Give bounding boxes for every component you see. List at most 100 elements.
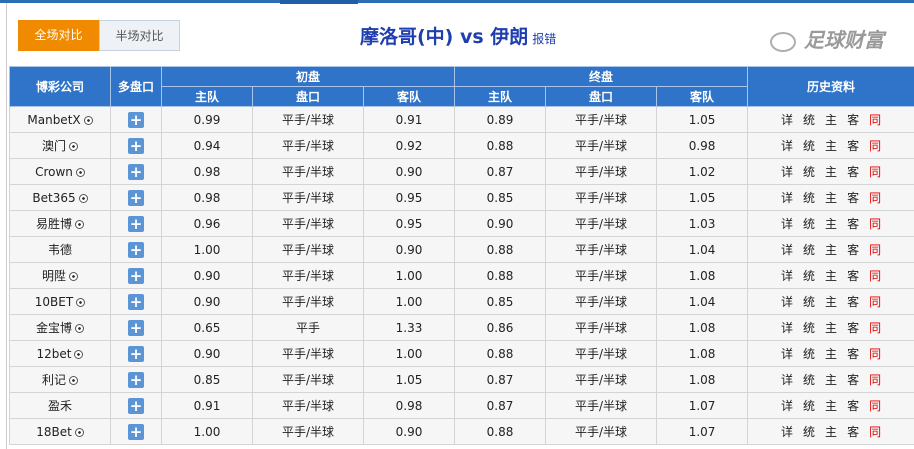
history-home-link[interactable]: 主 xyxy=(825,139,838,153)
history-detail-link[interactable]: 详 xyxy=(781,321,794,335)
history-away-link[interactable]: 客 xyxy=(847,165,860,179)
history-away-link[interactable]: 客 xyxy=(847,347,860,361)
expand-plus-icon[interactable]: + xyxy=(128,292,144,311)
history-away-link[interactable]: 客 xyxy=(847,321,860,335)
history-same-link[interactable]: 同 xyxy=(869,399,882,413)
history-same-link[interactable]: 同 xyxy=(869,373,882,387)
history-away-link[interactable]: 客 xyxy=(847,139,860,153)
history-detail-link[interactable]: 详 xyxy=(781,269,794,283)
history-away-link[interactable]: 客 xyxy=(847,373,860,387)
history-detail-link[interactable]: 详 xyxy=(781,165,794,179)
history-stats-link[interactable]: 统 xyxy=(803,425,816,439)
history-home-link[interactable]: 主 xyxy=(825,399,838,413)
history-same-link[interactable]: 同 xyxy=(869,347,882,361)
history-stats-link[interactable]: 统 xyxy=(803,217,816,231)
expand-plus-icon[interactable]: + xyxy=(128,370,144,389)
history-same-link[interactable]: 同 xyxy=(869,165,882,179)
history-home-link[interactable]: 主 xyxy=(825,113,838,127)
expand-plus-icon[interactable]: + xyxy=(128,240,144,259)
history-home-link[interactable]: 主 xyxy=(825,165,838,179)
history-stats-link[interactable]: 统 xyxy=(803,295,816,309)
history-same-link[interactable]: 同 xyxy=(869,113,882,127)
company-name[interactable]: 12bet xyxy=(36,346,72,361)
half-match-tab[interactable]: 半场对比 xyxy=(99,20,180,51)
history-away-link[interactable]: 客 xyxy=(847,425,860,439)
history-stats-link[interactable]: 统 xyxy=(803,399,816,413)
history-same-link[interactable]: 同 xyxy=(869,217,882,231)
history-home-link[interactable]: 主 xyxy=(825,243,838,257)
company-name[interactable]: 18Bet xyxy=(36,424,72,439)
history-detail-link[interactable]: 详 xyxy=(781,295,794,309)
company-name[interactable]: Bet365 xyxy=(32,190,76,205)
company-name[interactable]: 10BET xyxy=(34,294,74,309)
history-stats-link[interactable]: 统 xyxy=(803,113,816,127)
history-home-link[interactable]: 主 xyxy=(825,321,838,335)
history-same-link[interactable]: 同 xyxy=(869,321,882,335)
history-stats-link[interactable]: 统 xyxy=(803,165,816,179)
final-line-odds: 平手/半球 xyxy=(545,366,658,393)
history-detail-link[interactable]: 详 xyxy=(781,243,794,257)
history-same-link[interactable]: 同 xyxy=(869,243,882,257)
history-stats-link[interactable]: 统 xyxy=(803,373,816,387)
history-detail-link[interactable]: 详 xyxy=(781,347,794,361)
history-detail-link[interactable]: 详 xyxy=(781,399,794,413)
history-same-link[interactable]: 同 xyxy=(869,295,882,309)
history-same-link[interactable]: 同 xyxy=(869,269,882,283)
company-name[interactable]: ManbetX xyxy=(27,112,81,127)
history-home-link[interactable]: 主 xyxy=(825,425,838,439)
expand-plus-icon[interactable]: + xyxy=(128,136,144,155)
history-same-link[interactable]: 同 xyxy=(869,191,882,205)
history-detail-link[interactable]: 详 xyxy=(781,425,794,439)
history-stats-link[interactable]: 统 xyxy=(803,243,816,257)
expand-plus-icon[interactable]: + xyxy=(128,422,144,441)
company-name[interactable]: 利记 xyxy=(41,373,66,387)
history-away-link[interactable]: 客 xyxy=(847,269,860,283)
history-stats-link[interactable]: 统 xyxy=(803,347,816,361)
top-tab-active[interactable] xyxy=(280,0,358,4)
history-stats-link[interactable]: 统 xyxy=(803,269,816,283)
history-away-link[interactable]: 客 xyxy=(847,399,860,413)
final-home-odds: 0.90 xyxy=(454,210,547,237)
expand-plus-icon[interactable]: + xyxy=(128,110,144,129)
history-home-link[interactable]: 主 xyxy=(825,295,838,309)
expand-plus-icon[interactable]: + xyxy=(128,188,144,207)
history-same-link[interactable]: 同 xyxy=(869,139,882,153)
company-name[interactable]: Crown xyxy=(35,164,73,179)
history-home-link[interactable]: 主 xyxy=(825,269,838,283)
company-name[interactable]: 韦德 xyxy=(47,243,72,257)
expand-plus-icon[interactable]: + xyxy=(128,214,144,233)
full-match-tab[interactable]: 全场对比 xyxy=(18,20,99,51)
company-name[interactable]: 易胜博 xyxy=(35,217,72,231)
history-stats-link[interactable]: 统 xyxy=(803,191,816,205)
history-home-link[interactable]: 主 xyxy=(825,217,838,231)
company-name[interactable]: 澳门 xyxy=(41,139,66,153)
history-away-link[interactable]: 客 xyxy=(847,295,860,309)
history-home-link[interactable]: 主 xyxy=(825,373,838,387)
company-name[interactable]: 盈禾 xyxy=(47,399,72,413)
expand-plus-icon[interactable]: + xyxy=(128,344,144,363)
expand-plus-icon[interactable]: + xyxy=(128,318,144,337)
history-away-link[interactable]: 客 xyxy=(847,191,860,205)
history-away-link[interactable]: 客 xyxy=(847,243,860,257)
expand-plus-icon[interactable]: + xyxy=(128,266,144,285)
initial-home-odds: 0.91 xyxy=(161,392,253,419)
initial-line-odds: 平手/半球 xyxy=(252,340,364,367)
company-name[interactable]: 明陞 xyxy=(41,269,66,283)
col-initial-line: 盘口 xyxy=(252,86,364,107)
history-detail-link[interactable]: 详 xyxy=(781,373,794,387)
report-error-link[interactable]: 报错 xyxy=(532,32,557,46)
history-home-link[interactable]: 主 xyxy=(825,191,838,205)
history-away-link[interactable]: 客 xyxy=(847,113,860,127)
history-stats-link[interactable]: 统 xyxy=(803,321,816,335)
history-detail-link[interactable]: 详 xyxy=(781,191,794,205)
history-detail-link[interactable]: 详 xyxy=(781,217,794,231)
history-stats-link[interactable]: 统 xyxy=(803,139,816,153)
expand-plus-icon[interactable]: + xyxy=(128,396,144,415)
history-detail-link[interactable]: 详 xyxy=(781,139,794,153)
history-same-link[interactable]: 同 xyxy=(869,425,882,439)
company-name[interactable]: 金宝博 xyxy=(35,321,72,335)
history-home-link[interactable]: 主 xyxy=(825,347,838,361)
history-away-link[interactable]: 客 xyxy=(847,217,860,231)
expand-plus-icon[interactable]: + xyxy=(128,162,144,181)
history-detail-link[interactable]: 详 xyxy=(781,113,794,127)
